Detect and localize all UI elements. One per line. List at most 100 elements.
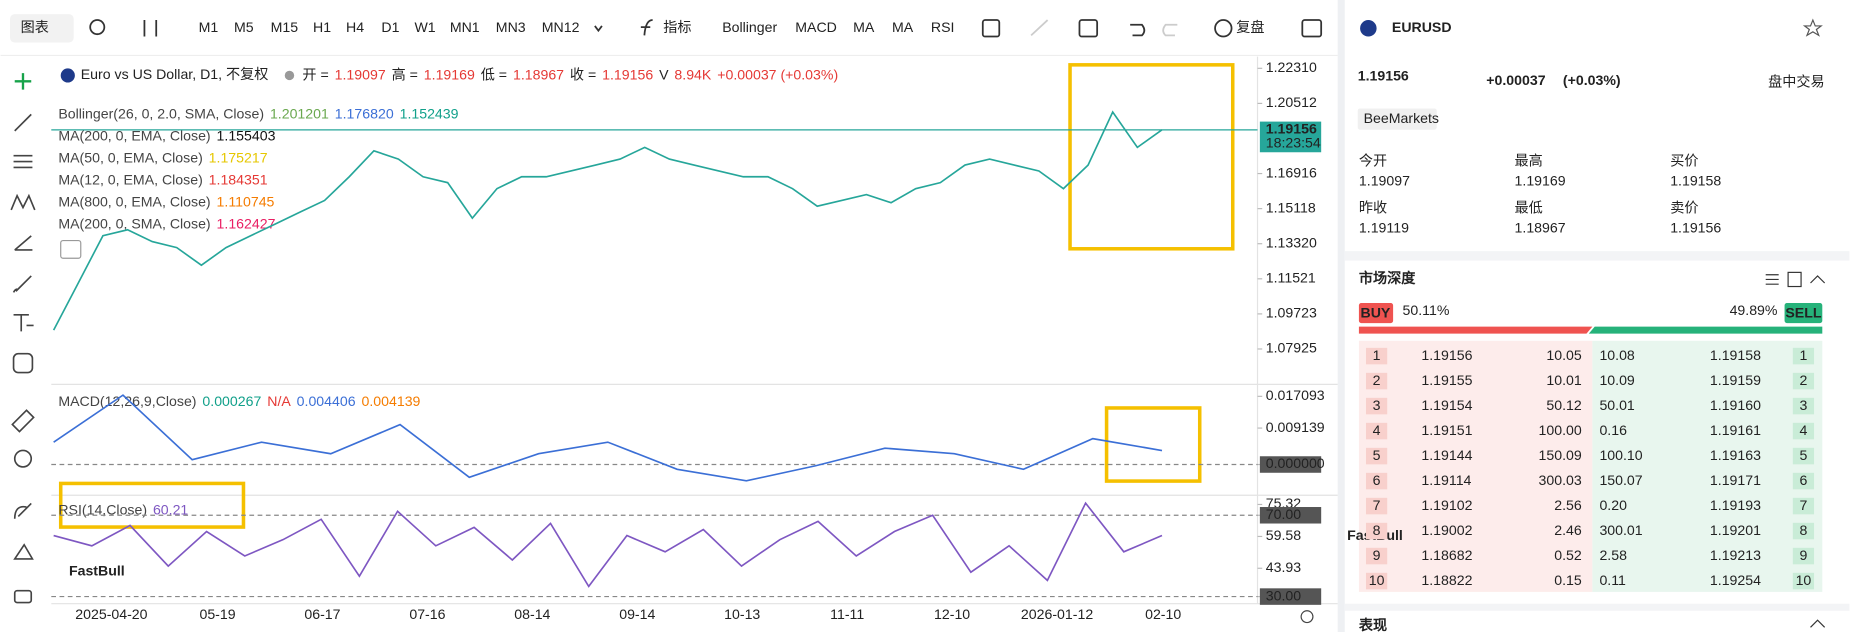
text-tool[interactable] — [13, 313, 34, 332]
x-tick-label: 11-11 — [830, 606, 864, 622]
row-index: 2 — [1800, 372, 1808, 388]
depth-doc-icon[interactable] — [1787, 271, 1802, 288]
row-index: 4 — [1800, 422, 1808, 438]
search-icon[interactable] — [89, 19, 106, 36]
chart-type-button[interactable] — [10, 14, 74, 43]
calendar-icon[interactable] — [1078, 19, 1099, 38]
indicator-shortcut[interactable]: RSI — [931, 19, 955, 35]
template-icon[interactable] — [981, 19, 1001, 38]
collapse-button[interactable] — [60, 239, 82, 259]
ohlc-legend-part: V — [659, 66, 669, 82]
lock-tool[interactable] — [13, 589, 33, 604]
bid-price: 1.19151 — [1421, 422, 1472, 438]
magnet-tool[interactable] — [13, 502, 32, 519]
bid-background — [1358, 340, 1593, 592]
lock-draw-tool[interactable] — [13, 543, 34, 560]
timeframe-button[interactable]: MN12 — [542, 19, 580, 35]
price-chart-line — [52, 110, 1163, 331]
timeframe-button[interactable]: MN3 — [496, 19, 526, 35]
replay-icon[interactable] — [1214, 19, 1233, 38]
x-tick-label: 07-16 — [409, 606, 445, 622]
ask-price: 1.19160 — [1710, 397, 1761, 413]
fx-icon[interactable] — [640, 19, 653, 36]
ohlc-legend-part: 1.19169 — [424, 66, 475, 82]
indicator-shortcut[interactable]: MA — [853, 19, 875, 35]
ruler-tool[interactable] — [11, 409, 35, 433]
timeframe-button[interactable]: MN1 — [450, 19, 480, 35]
bid-qty: 300.03 — [1539, 472, 1582, 488]
section-separator — [1344, 251, 1850, 261]
row-index: 5 — [1800, 447, 1808, 463]
row-index-box — [1792, 447, 1815, 465]
y-tick-label: 1.20512 — [1266, 94, 1317, 110]
fib-tool[interactable] — [13, 154, 33, 169]
study-legend: MA(200, 0, SMA, Close) 1.162427 — [58, 215, 275, 231]
timeframe-button[interactable]: D1 — [381, 19, 399, 35]
timeframe-button[interactable]: M1 — [199, 19, 219, 35]
y-tick-label: 1.15118 — [1266, 199, 1316, 215]
favorite-icon[interactable] — [1802, 18, 1823, 37]
crosshair-tool[interactable] — [14, 73, 32, 90]
indicator-shortcut[interactable]: MA — [892, 19, 914, 35]
candle-icon[interactable] — [143, 20, 158, 37]
ohlc-legend-part: 收 = — [570, 66, 596, 82]
emoji-tool[interactable] — [12, 352, 34, 374]
row-index: 9 — [1373, 547, 1381, 563]
ask-price: 1.19171 — [1710, 472, 1761, 488]
buy-tag — [1358, 303, 1394, 324]
undo-icon[interactable] — [1130, 23, 1146, 37]
tick-label-box — [1259, 507, 1322, 524]
row-index-box — [1792, 372, 1815, 390]
line-tool[interactable] — [14, 113, 32, 132]
bid-qty: 10.05 — [1546, 347, 1581, 363]
settings-icon[interactable] — [1300, 610, 1314, 624]
ask-qty: 2.58 — [1599, 547, 1627, 563]
ask-price: 1.19201 — [1710, 522, 1761, 538]
ohlc-legend-part: 1.18967 — [513, 66, 564, 82]
replay-button[interactable]: 复盘 — [1236, 19, 1264, 35]
symbol-icon — [60, 68, 75, 83]
chevron[interactable] — [594, 25, 603, 33]
y-tick-label: 0.017093 — [1266, 387, 1325, 403]
timeframe-button[interactable]: M5 — [234, 19, 254, 35]
row-index: 8 — [1800, 522, 1808, 538]
depth-icons[interactable] — [1765, 274, 1826, 628]
toolbar-icons — [89, 19, 1323, 38]
indicator-shortcut[interactable]: Bollinger — [722, 19, 777, 35]
indicator-button[interactable]: 指标 — [663, 19, 691, 35]
study-legend-part: 1.176820 — [335, 105, 394, 121]
redo-icon[interactable] — [1162, 23, 1178, 37]
timeframe-button[interactable]: M15 — [271, 19, 299, 35]
study-legend-part: MA(800, 0, EMA, Close) — [58, 193, 210, 209]
x-tick-label: 2025-04-20 — [75, 606, 147, 622]
sell-pct: 49.89% — [1730, 302, 1778, 318]
macd-legend-part: N/A — [267, 393, 291, 409]
pattern-tool[interactable] — [10, 193, 36, 211]
sell-label: SELL — [1785, 304, 1821, 320]
zoom-tool[interactable] — [13, 449, 33, 468]
symbol-name: EURUSD — [1392, 19, 1452, 35]
rsi-legend-part: RSI(14,Close) — [58, 501, 147, 517]
row-index-box — [1365, 422, 1388, 440]
row-index: 1 — [1373, 347, 1381, 363]
timeframe-button[interactable]: W1 — [414, 19, 435, 35]
exit-icon[interactable] — [1301, 19, 1323, 38]
row-index: 3 — [1373, 397, 1381, 413]
study-legend: Bollinger(26, 0, 2.0, SMA, Close) 1.20120… — [58, 105, 458, 121]
alert-icon[interactable] — [1030, 19, 1049, 37]
ohlc-legend-part: 1.19156 — [602, 66, 653, 82]
bid-price: 1.19102 — [1421, 497, 1472, 513]
bid-price: 1.18822 — [1421, 572, 1472, 588]
highlight-box — [58, 481, 246, 529]
row-index: 6 — [1800, 472, 1808, 488]
study-legend-part: 1.201201 — [270, 105, 329, 121]
brush-tool[interactable] — [12, 275, 32, 293]
timeframe-button[interactable]: H4 — [346, 19, 364, 35]
study-legend-part: 1.184351 — [209, 171, 268, 187]
timeframe-button[interactable]: H1 — [313, 19, 331, 35]
projection-tool[interactable] — [14, 235, 33, 251]
row-index-box — [1792, 472, 1815, 490]
y-tick-label: 0.009139 — [1266, 419, 1325, 435]
ask-qty: 10.08 — [1599, 347, 1634, 363]
indicator-shortcut[interactable]: MACD — [795, 19, 837, 35]
